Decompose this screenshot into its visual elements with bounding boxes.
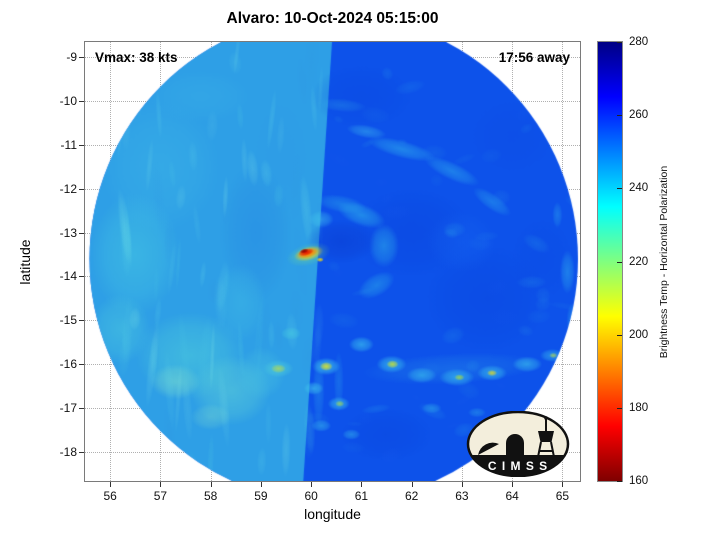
y-tick-mark [79,364,84,366]
logo-band [468,455,568,476]
y-tick-mark [79,144,84,146]
colorbar-tick-label: 280 [629,36,649,48]
y-tick-mark [79,232,84,234]
colorbar-label-wrap: Brightness Temp - Horizontal Polarizatio… [656,42,672,481]
x-tick-mark [361,482,363,487]
dome-icon [506,434,524,455]
y-tick-label: -18 [59,445,77,460]
y-tick-label: -9 [66,49,77,64]
dish-icon [478,442,499,455]
x-tick-label: 57 [153,489,168,503]
x-tick-mark [210,482,212,487]
tower-tank-icon [538,431,554,442]
x-tick-label: 62 [404,489,419,503]
x-tick-label: 63 [455,489,469,503]
x-tick-label: 58 [203,489,218,503]
cimss-logo: C I M S S [466,411,570,477]
colorbar-tick-label: 260 [629,109,649,122]
x-tick-mark [562,482,564,487]
colorbar-tick-mark [617,42,622,43]
antenna-tip-icon [544,416,548,420]
y-tick-mark [79,100,84,102]
y-tick-label: -13 [59,225,77,240]
satellite-swath-canvas [85,42,580,481]
x-tick-label: 61 [354,489,369,503]
x-tick-mark [411,482,413,487]
y-tick-mark [79,408,84,410]
y-tick-label: -11 [60,137,77,152]
x-tick-mark [311,482,313,487]
colorbar-tick-mark [617,261,622,263]
colorbar-tick-mark [617,334,622,336]
y-tick-label: -16 [59,357,77,372]
x-axis-label: longitude [304,506,361,522]
logo-text: C I M S S [488,459,548,473]
x-tick-label: 64 [505,489,519,503]
colorbar-tick-label: 160 [629,475,649,487]
plot-area: Vmax: 38 kts 17:56 away C I M S S [84,41,581,482]
colorbar-tick-mark [617,407,622,409]
vmax-annotation: Vmax: 38 kts [95,50,178,65]
y-axis-label-wrap: latitude [14,42,36,481]
x-tick-label: 56 [103,489,117,503]
colorbar-tick-mark [617,188,622,190]
x-tick-label: 60 [304,489,318,503]
x-tick-mark [110,482,112,487]
colorbar-tick-label: 220 [629,255,649,268]
colorbar-label: Brightness Temp - Horizontal Polarizatio… [658,165,670,358]
x-tick-mark [461,482,463,487]
x-tick-mark [160,482,162,487]
y-axis-label: latitude [17,238,33,285]
y-tick-mark [79,188,84,190]
colorbar-tick-mark [617,115,622,117]
x-tick-label: 65 [555,489,570,503]
y-tick-mark [79,276,84,278]
time-away-annotation: 17:56 away [498,50,570,65]
tower-legs-icon [537,441,555,458]
y-tick-label: -12 [59,181,77,196]
x-tick-label: 59 [254,489,268,503]
colorbar-tick-label: 240 [629,182,649,195]
colorbar-tick-mark [617,481,622,482]
y-tick-mark [79,452,84,454]
y-tick-mark [79,320,84,322]
x-tick-mark [512,482,514,487]
y-tick-label: -15 [59,313,77,328]
y-tick-mark [79,56,84,58]
page-title: Alvaro: 10-Oct-2024 05:15:00 [226,10,439,27]
y-tick-label: -17 [59,401,77,416]
y-tick-label: -14 [59,269,77,284]
colorbar-tick-label: 200 [629,328,649,341]
y-tick-label: -10 [59,93,77,108]
colorbar-tick-label: 180 [629,401,649,414]
x-tick-mark [260,482,262,487]
